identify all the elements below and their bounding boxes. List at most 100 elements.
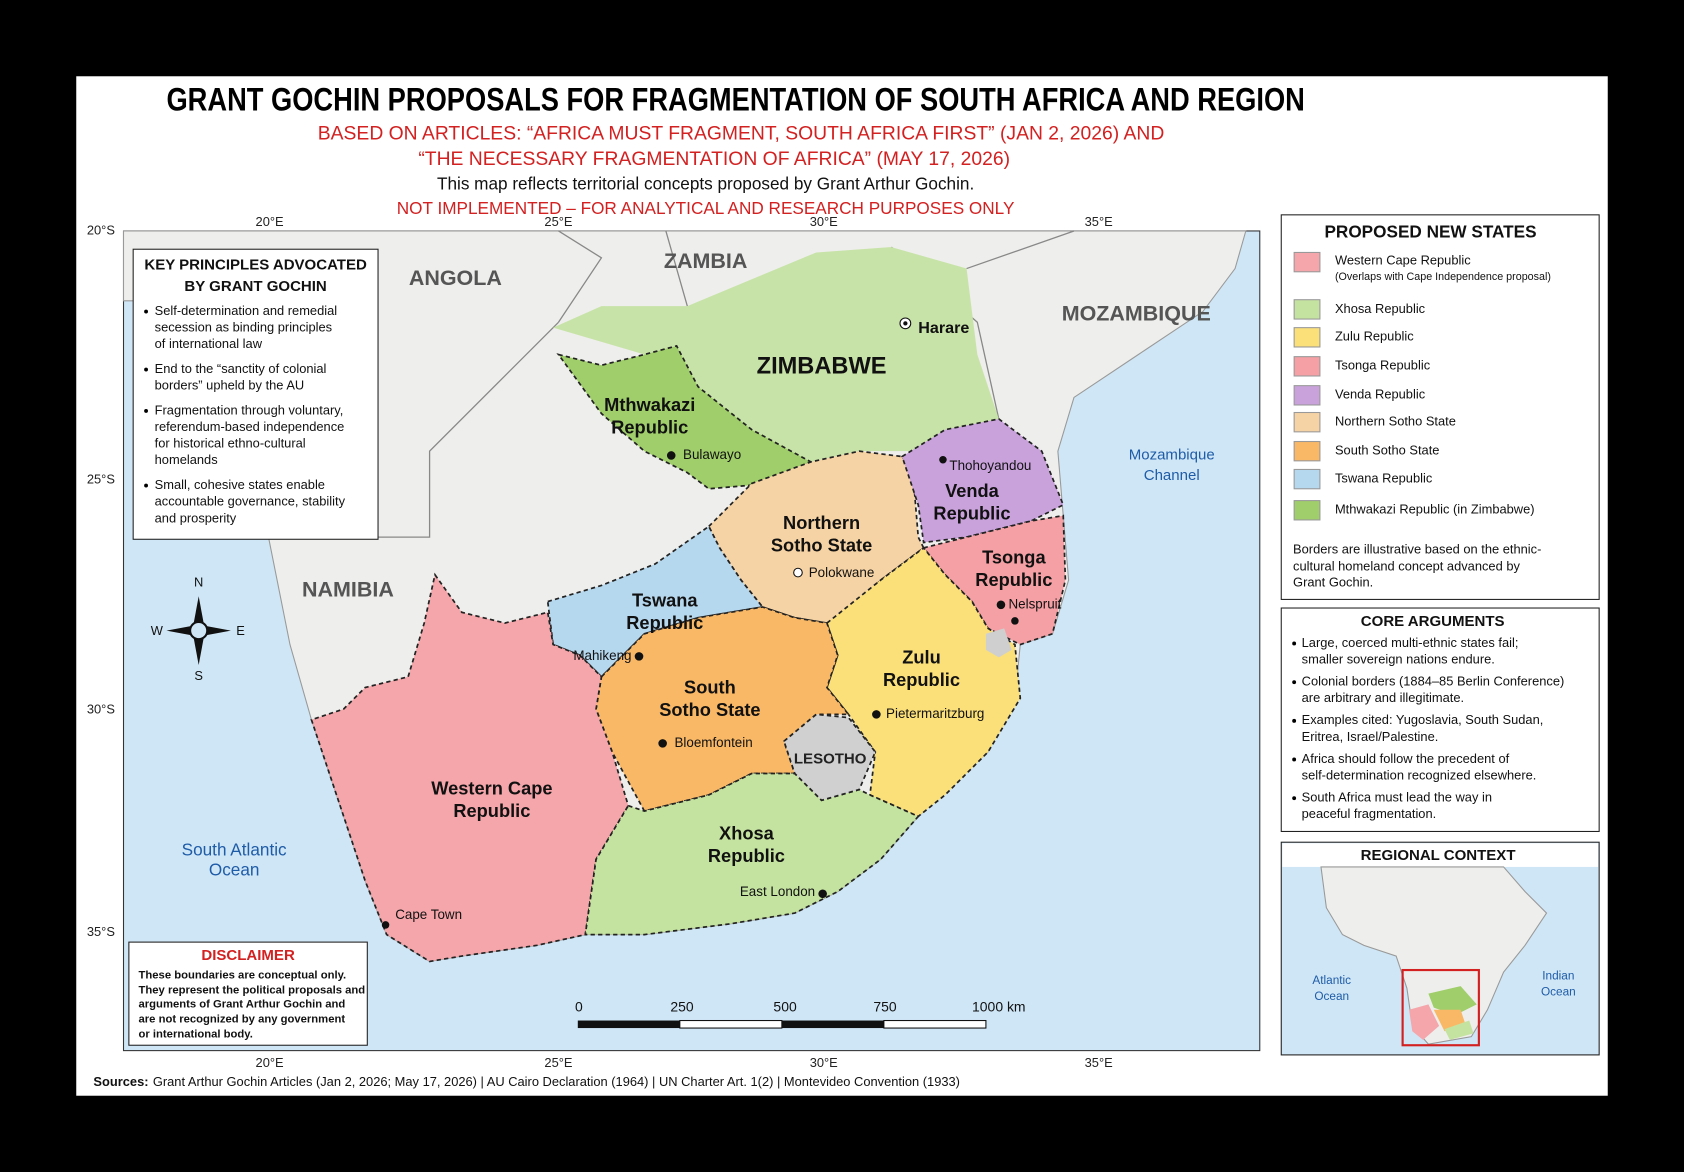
inset-header xyxy=(1282,843,1599,867)
legend-note: Grant Gochin. xyxy=(1293,575,1373,590)
legend-label: Western Cape Republic xyxy=(1335,252,1471,267)
argument-text: Africa should follow the precedent of xyxy=(1302,751,1510,766)
principle-text: for historical ethno-cultural xyxy=(155,436,306,451)
legend-swatch xyxy=(1293,299,1321,320)
country-label: LESOTHO xyxy=(794,750,867,767)
venda-republic xyxy=(901,418,1065,544)
inset-label: Indian xyxy=(1542,969,1574,983)
city-dot xyxy=(872,710,881,719)
sources: Sources: Grant Arthur Gochin Articles (Ja… xyxy=(93,1074,960,1089)
legend-note: cultural homeland concept advanced by xyxy=(1293,559,1520,574)
principle-text: accountable governance, stability xyxy=(155,494,346,509)
city-dot xyxy=(381,921,390,929)
legend-label: Tsonga Republic xyxy=(1335,358,1431,373)
subtitle: BASED ON ARTICLES: “AFRICA MUST FRAGMENT… xyxy=(318,123,1165,144)
legend-label: South Sotho State xyxy=(1335,443,1440,458)
city-label: Pietermaritzburg xyxy=(886,706,984,721)
inset-state xyxy=(1444,1020,1474,1040)
disclaimer-box xyxy=(128,941,368,1046)
state-label: Republic xyxy=(611,416,688,437)
inset-state xyxy=(1428,986,1477,1016)
western-cape-republic xyxy=(310,572,630,963)
principle-text: referendum-based independence xyxy=(155,419,345,434)
state-label: Republic xyxy=(708,845,785,866)
xhosa-republic xyxy=(584,772,920,936)
state-label: Zulu xyxy=(902,646,941,667)
disclaimer-text: They represent the political proposals a… xyxy=(139,984,366,996)
box-title: BY GRANT GOCHIN xyxy=(184,278,326,295)
compass-label: N xyxy=(194,575,203,590)
argument-text: Examples cited: Yugoslavia, South Sudan, xyxy=(1302,712,1544,727)
argument-text: South Africa must lead the way in xyxy=(1302,790,1492,805)
city-dot xyxy=(666,451,676,460)
inset-label: Atlantic xyxy=(1312,973,1351,987)
notice: NOT IMPLEMENTED – FOR ANALYTICAL AND RES… xyxy=(397,198,1015,218)
bullet xyxy=(144,309,148,314)
title: GRANT GOCHIN PROPOSALS FOR FRAGMENTATION… xyxy=(166,82,1304,118)
longitude-label: 30°E xyxy=(810,214,838,229)
bullet xyxy=(1292,757,1297,762)
bullet xyxy=(144,367,148,372)
eswatini xyxy=(985,628,1012,658)
city-markers xyxy=(381,317,1019,929)
city-dot xyxy=(658,739,667,748)
disclaimer-text: These boundaries are conceptual only. xyxy=(139,969,347,981)
city-dot xyxy=(939,456,947,464)
city-dot xyxy=(818,889,827,899)
state-label: Republic xyxy=(933,502,1010,523)
longitude-label: 35°E xyxy=(1085,214,1113,229)
water-label: Channel xyxy=(1144,467,1200,484)
legend-swatch xyxy=(1293,468,1321,490)
state-label: Republic xyxy=(883,669,960,690)
country-label: MOZAMBIQUE xyxy=(1062,301,1211,325)
legend-label: Xhosa Republic xyxy=(1335,301,1426,316)
city-label: Cape Town xyxy=(395,907,462,922)
water-label: South Atlantic xyxy=(182,839,287,859)
longitude-label: 30°E xyxy=(810,1055,838,1070)
legend-label: Tswana Republic xyxy=(1335,471,1433,486)
legend-label: Zulu Republic xyxy=(1335,329,1414,344)
scale-bar xyxy=(577,1019,987,1029)
country-label: ANGOLA xyxy=(409,266,502,290)
bullet xyxy=(1292,718,1297,723)
state-label: Western Cape xyxy=(431,777,552,798)
principle-text: secession as binding principles xyxy=(155,320,332,335)
box-title: CORE ARGUMENTS xyxy=(1361,613,1505,630)
longitude-label: 20°E xyxy=(256,214,284,229)
sources-text: Sources: xyxy=(93,1074,148,1089)
city-label: Bulawayo xyxy=(683,447,741,462)
city-label: Thohoyandou xyxy=(949,458,1031,473)
disclaimer-title: DISCLAIMER xyxy=(201,947,295,964)
principles-box xyxy=(132,248,379,540)
scale-segment xyxy=(883,1019,987,1029)
legend-box xyxy=(1280,214,1600,600)
bullet xyxy=(1292,680,1297,685)
box-title: REGIONAL CONTEXT xyxy=(1361,847,1517,864)
state-label: Sotho State xyxy=(771,535,872,556)
legend-swatch xyxy=(1293,500,1321,521)
disclaimer-text: arguments of Grant Arthur Gochin and xyxy=(139,998,346,1010)
legend-swatch xyxy=(1293,385,1321,406)
inset-label: Ocean xyxy=(1314,989,1349,1003)
city-label: Bloemfontein xyxy=(674,735,752,750)
state-label: Republic xyxy=(626,612,703,633)
latitude-label: 35°S xyxy=(87,924,115,939)
state-label: Sotho State xyxy=(659,699,760,720)
city-dot xyxy=(793,567,803,578)
principle-text: Small, cohesive states enable xyxy=(155,477,325,492)
principle-text: and prosperity xyxy=(155,510,237,525)
longitude-label: 25°E xyxy=(544,1055,572,1070)
legend-note: Borders are illustrative based on the et… xyxy=(1293,541,1541,556)
legend-note: (Overlaps with Cape Independence proposa… xyxy=(1335,271,1551,283)
legend-swatch xyxy=(1293,411,1321,433)
scale-label: 1000 km xyxy=(972,998,1026,1014)
legend-label: Mthwakazi Republic (in Zimbabwe) xyxy=(1335,502,1535,517)
country-label: NAMIBIA xyxy=(302,578,394,602)
description: This map reflects territorial concepts p… xyxy=(437,173,974,193)
argument-text: smaller sovereign nations endure. xyxy=(1302,652,1495,667)
argument-text: Colonial borders (1884–85 Berlin Confere… xyxy=(1302,674,1565,689)
argument-text: self-determination recognized elsewhere. xyxy=(1302,768,1537,783)
country-label: ZAMBIA xyxy=(664,249,747,273)
